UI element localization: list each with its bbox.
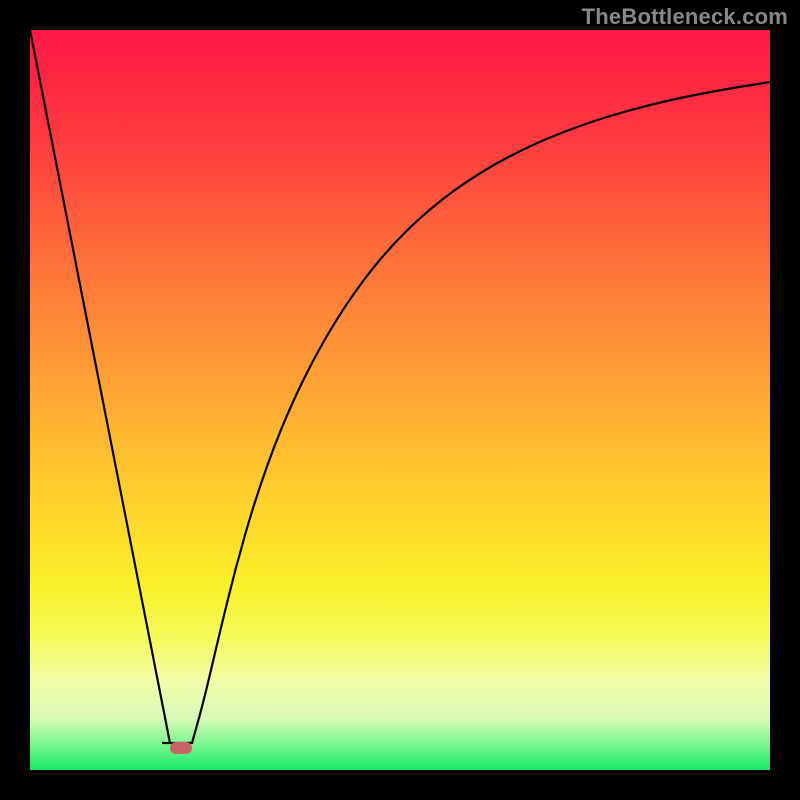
- frame-border: [0, 0, 30, 800]
- minimum-marker: [170, 742, 192, 754]
- frame-border: [770, 0, 800, 800]
- watermark-text: TheBottleneck.com: [582, 4, 788, 30]
- frame-border: [0, 770, 800, 800]
- bottleneck-curve-chart: [0, 0, 800, 800]
- plot-background: [30, 30, 770, 770]
